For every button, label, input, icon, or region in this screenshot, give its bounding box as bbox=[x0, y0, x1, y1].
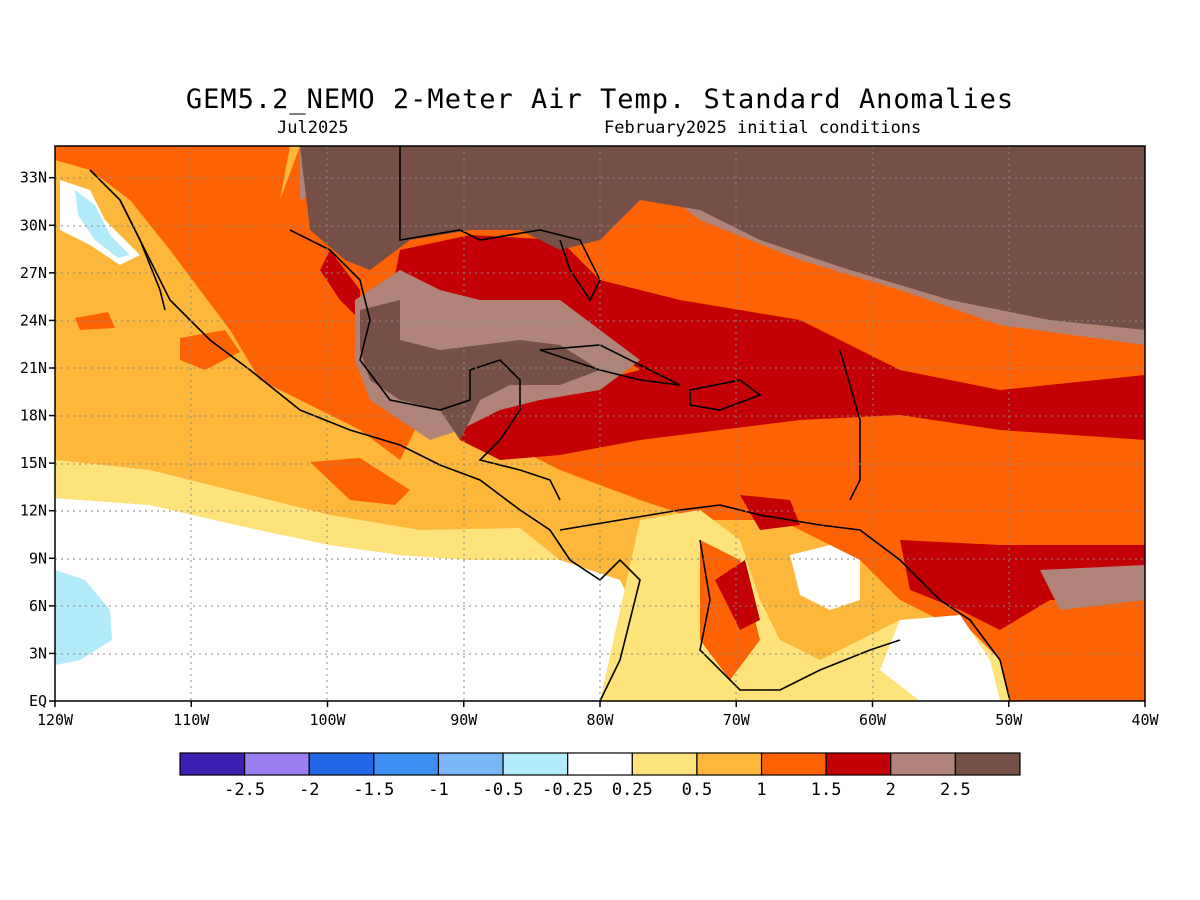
lon-tick-label: 110W bbox=[173, 711, 210, 729]
lon-tick-label: 90W bbox=[450, 711, 478, 729]
colorbar-swatch bbox=[179, 752, 246, 776]
anomaly-field bbox=[55, 146, 1145, 701]
anomaly-1-1.5-small-patch bbox=[75, 312, 115, 330]
anomaly-near-zero-venezuela bbox=[790, 545, 860, 610]
lat-tick-label: 6N bbox=[29, 597, 47, 615]
anomaly-1-1.5-mexico bbox=[55, 146, 420, 460]
anomaly-1-1.5-small-patch bbox=[180, 330, 240, 370]
colorbar-swatch bbox=[308, 752, 375, 776]
anomaly-1.5-2-caribbean bbox=[390, 235, 1145, 460]
lat-tick-label: 3N bbox=[29, 644, 47, 662]
colorbar-swatch bbox=[760, 752, 827, 776]
colorbar-label: -2.5 bbox=[224, 780, 265, 800]
colorbar: -2.5 -2 -1.5 -1 -0.5 -0.25 0.25 0.5 1 1.5 2 2.5 bbox=[179, 752, 1021, 800]
anomaly-0.25-0.5-band bbox=[55, 460, 560, 560]
lat-tick-label: 9N bbox=[29, 549, 47, 567]
anomaly-negative-patch bbox=[55, 570, 112, 665]
lat-tick-label: 18N bbox=[20, 407, 47, 425]
init-conditions-label: February2025 initial conditions bbox=[604, 118, 922, 138]
longitude-axis: 120W 110W 100W 90W 80W 70W 60W 50W 40W bbox=[37, 701, 1160, 729]
colorbar-swatch bbox=[825, 752, 892, 776]
valid-month-label: Jul2025 bbox=[277, 118, 349, 138]
colorbar-swatch bbox=[631, 752, 698, 776]
colorbar-swatch bbox=[567, 752, 633, 776]
lat-tick-label: 12N bbox=[20, 502, 47, 520]
lon-tick-label: 60W bbox=[859, 711, 887, 729]
colorbar-swatch bbox=[502, 752, 569, 776]
anomaly-near-zero-guianas bbox=[880, 615, 1000, 701]
coastlines bbox=[89, 146, 1011, 701]
map-grid bbox=[55, 146, 1145, 701]
anomaly-1.5-2-east-atlantic bbox=[900, 540, 1145, 630]
colorbar-label: 1.5 bbox=[811, 780, 842, 800]
latitude-axis: EQ 3N 6N 9N 12N 15N 18N 21N 24N 27N 30N 33N bbox=[20, 169, 55, 710]
anomaly-1-1.5-pacific-patch bbox=[310, 458, 410, 505]
colorbar-label: 0.5 bbox=[682, 780, 713, 800]
colorbar-label: -1 bbox=[428, 780, 448, 800]
lon-tick-label: 50W bbox=[995, 711, 1023, 729]
lat-tick-label: EQ bbox=[29, 692, 47, 710]
colorbar-swatch bbox=[954, 752, 1021, 776]
anomaly-negative-gulf-california bbox=[75, 190, 130, 258]
colorbar-label: -1.5 bbox=[353, 780, 394, 800]
colorbar-label: -2 bbox=[299, 780, 319, 800]
colorbar-label: -0.25 bbox=[542, 780, 593, 800]
colorbar-swatch bbox=[696, 752, 763, 776]
lon-tick-label: 40W bbox=[1131, 711, 1159, 729]
anomaly-1.5-2-texas-coast bbox=[320, 250, 360, 320]
colorbar-swatch bbox=[373, 752, 440, 776]
colorbar-label: 2 bbox=[886, 780, 896, 800]
colorbar-swatch bbox=[244, 752, 310, 776]
anomaly-above-2.5-north bbox=[300, 146, 1145, 330]
lat-tick-label: 33N bbox=[20, 169, 47, 187]
lat-tick-label: 21N bbox=[20, 359, 47, 377]
lon-tick-label: 100W bbox=[309, 711, 346, 729]
anomaly-2-2.5-east-patch bbox=[1040, 565, 1145, 610]
colorbar-label: 1 bbox=[756, 780, 766, 800]
anomaly-1.5-2-andes bbox=[715, 560, 760, 630]
colorbar-label: 0.25 bbox=[612, 780, 653, 800]
lat-tick-label: 24N bbox=[20, 311, 47, 329]
lon-tick-label: 70W bbox=[723, 711, 751, 729]
colorbar-label: 2.5 bbox=[940, 780, 971, 800]
map-title: GEM5.2_NEMO 2-Meter Air Temp. Standard A… bbox=[185, 84, 1015, 115]
colorbar-swatch bbox=[890, 752, 956, 776]
lat-tick-label: 27N bbox=[20, 264, 47, 282]
lon-tick-label: 120W bbox=[37, 711, 74, 729]
anomaly-1.5-2-small-patch bbox=[740, 495, 800, 530]
lon-tick-label: 80W bbox=[586, 711, 614, 729]
anomaly-near-zero-pacific bbox=[55, 498, 640, 701]
lat-tick-label: 30N bbox=[20, 216, 47, 234]
lat-tick-label: 15N bbox=[20, 454, 47, 472]
anomaly-above-2.5-gulf bbox=[360, 300, 600, 440]
colorbar-swatch bbox=[437, 752, 504, 776]
colorbar-label: -0.5 bbox=[483, 780, 524, 800]
